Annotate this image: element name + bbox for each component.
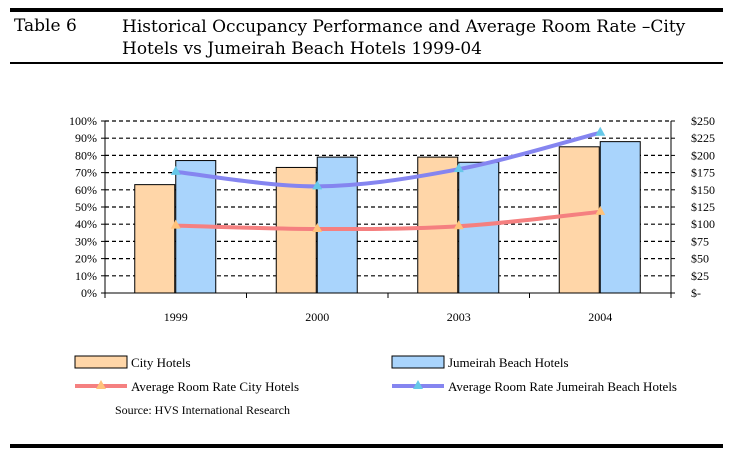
y-left-tick-label: 40% — [75, 217, 97, 231]
y-right-tick-label: $125 — [691, 200, 715, 214]
y-left-tick-label: 20% — [75, 252, 97, 266]
source-note: Source: HVS International Research — [115, 403, 290, 417]
table-title-line-1: Historical Occupancy Performance and Ave… — [122, 17, 686, 37]
y-left-tick-label: 70% — [75, 166, 97, 180]
city-rate-line — [173, 209, 603, 232]
jumeirah-rate-marker — [595, 126, 606, 136]
y-right-tick-label: $175 — [691, 166, 715, 180]
y-left-tick-label: 0% — [81, 286, 97, 300]
y-left-tick-label: 30% — [75, 234, 97, 248]
y-left-tick-label: 100% — [69, 114, 97, 128]
y-right-tick-label: $150 — [691, 183, 715, 197]
table-label: Table 6 — [14, 16, 77, 36]
city-rate-marker — [170, 219, 181, 229]
legend-jumeirah-rate-label: Average Room Rate Jumeirah Beach Hotels — [448, 379, 677, 394]
header-rule — [10, 62, 723, 64]
y-right-tick-label: $250 — [691, 114, 715, 128]
y-left-tick-label: 90% — [75, 131, 97, 145]
jumeirah-rate-marker — [453, 163, 464, 173]
top-rule — [10, 8, 723, 12]
city-rate-marker — [595, 205, 606, 215]
y-right-tick-label: $50 — [691, 252, 709, 266]
legend-city-hotels-label: City Hotels — [131, 355, 191, 370]
x-tick-label: 2000 — [305, 310, 329, 324]
legend-city-rate-label: Average Room Rate City Hotels — [131, 379, 299, 394]
city-hotels-bar — [558, 146, 600, 294]
y-right-tick-label: $200 — [691, 148, 715, 162]
city-rate-marker — [453, 220, 464, 230]
x-tick-label: 1999 — [164, 310, 188, 324]
y-left-tick-label: 60% — [75, 183, 97, 197]
y-left-tick-label: 10% — [75, 269, 97, 283]
y-right-tick-label: $25 — [691, 269, 709, 283]
table-title: Historical Occupancy Performance and Ave… — [122, 16, 702, 60]
y-right-tick-label: $100 — [691, 217, 715, 231]
legend-jumeirah-swatch — [391, 355, 445, 369]
legend-jumeirah-label: Jumeirah Beach Hotels — [448, 355, 569, 370]
city-hotels-bar — [134, 184, 176, 294]
y-right-tick-label: $- — [691, 286, 701, 300]
bottom-rule — [10, 444, 723, 448]
jumeirah-rate-marker — [312, 180, 323, 190]
x-tick-label: 2003 — [447, 310, 471, 324]
jumeirah-beach-bar — [316, 156, 358, 294]
legend-city-rate-marker — [96, 380, 106, 389]
y-right-tick-label: $225 — [691, 131, 715, 145]
city-rate-marker — [312, 223, 323, 233]
y-left-tick-label: 50% — [75, 200, 97, 214]
table-title-line-2: Hotels vs Jumeirah Beach Hotels 1999-04 — [122, 39, 482, 59]
jumeirah-rate-marker — [170, 165, 181, 175]
y-right-tick-label: $75 — [691, 234, 709, 248]
legend-jumeirah-rate-marker — [413, 380, 423, 389]
jumeirah-beach-bar — [599, 141, 641, 294]
jumeirah-rate-line — [173, 130, 603, 189]
legend-city-hotels-swatch — [74, 355, 128, 369]
y-left-tick-label: 80% — [75, 148, 97, 162]
x-tick-label: 2004 — [588, 310, 612, 324]
